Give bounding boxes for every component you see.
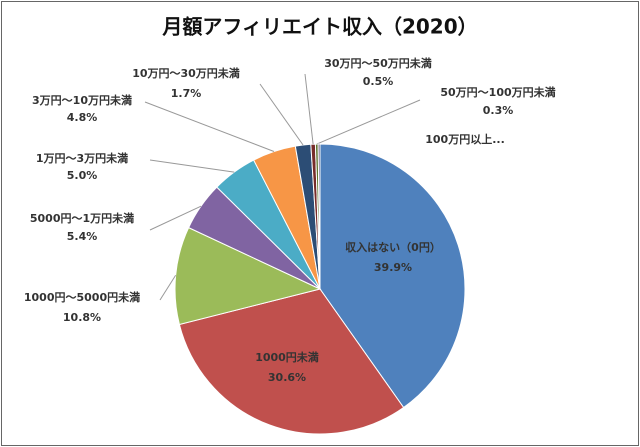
slice-label: 収入はない（0円）	[345, 241, 441, 254]
leader-line	[159, 274, 177, 301]
data-label: 5.0%	[67, 169, 98, 182]
pie-slice	[319, 143, 466, 409]
leader-line	[149, 205, 202, 231]
data-label: 39.9%	[374, 261, 412, 274]
leader-line	[304, 73, 314, 145]
pie-slice	[178, 288, 405, 435]
data-label: 0.5%	[363, 75, 394, 88]
slice-label: 30万円～50万円未満	[324, 56, 432, 70]
leader-line	[144, 101, 275, 152]
leader-line	[259, 83, 304, 146]
data-label: 30.6%	[268, 371, 306, 384]
data-label: 10.8%	[63, 311, 101, 324]
data-label: 1.7%	[171, 87, 202, 100]
data-label: 0.3%	[483, 104, 514, 117]
data-label: 4.8%	[67, 111, 98, 124]
pie-slice	[317, 143, 321, 290]
slice-label: 5000円～1万円未満	[30, 211, 134, 225]
chart-title: 月額アフィリエイト収入（2020）	[161, 15, 477, 39]
slice-label: 1000円～5000円未満	[24, 290, 140, 304]
leader-line	[149, 159, 235, 173]
slice-label: 100万円以上...	[425, 132, 505, 146]
data-label: 5.4%	[67, 230, 98, 243]
slice-label: 1万円～3万円未満	[36, 151, 128, 165]
slice-label: 3万円～10万円未満	[32, 93, 132, 107]
leader-line	[316, 99, 421, 145]
slice-label: 1000円未満	[255, 350, 319, 364]
slice-label: 50万円～100万円未満	[440, 85, 555, 99]
slice-label: 10万円～30万円未満	[132, 66, 240, 80]
